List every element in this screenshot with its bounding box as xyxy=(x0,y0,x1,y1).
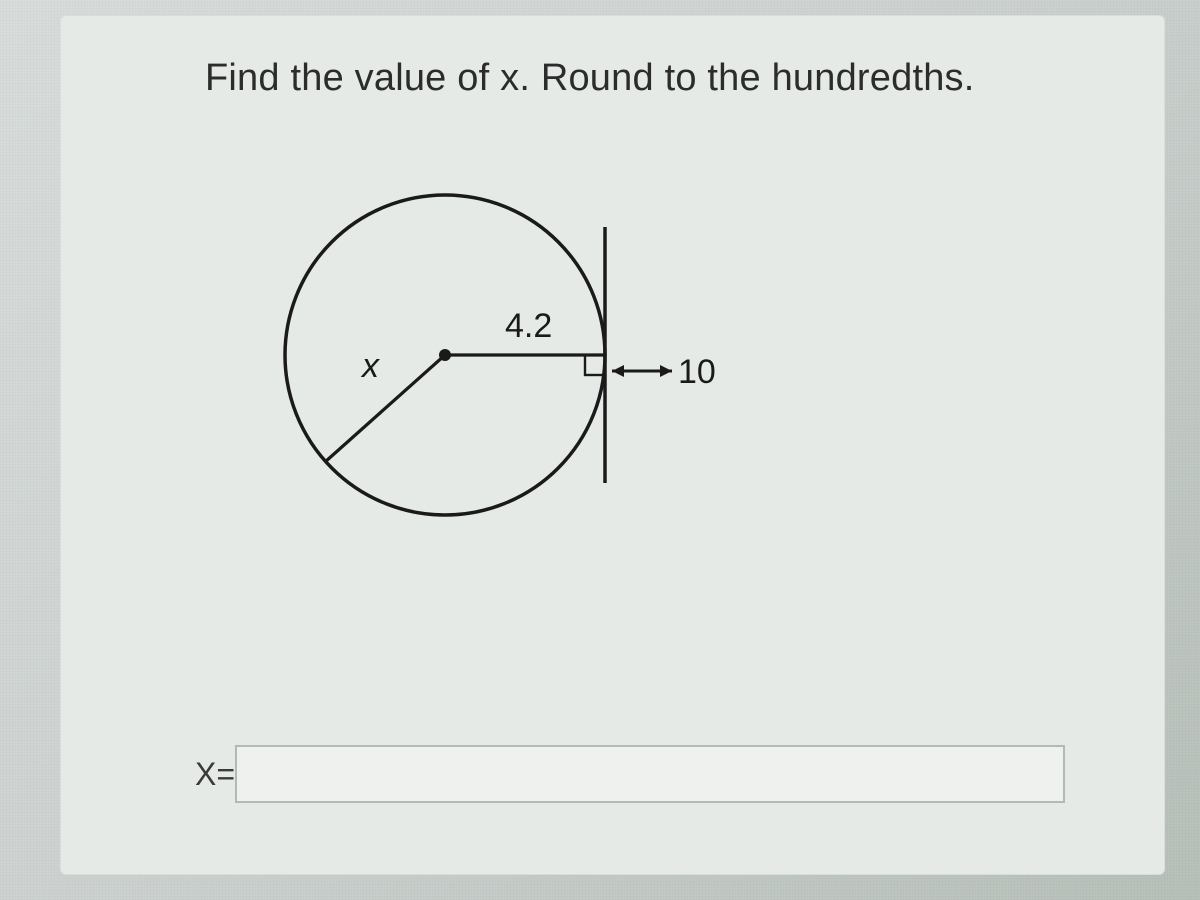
radius-label: 4.2 xyxy=(505,307,552,345)
tangent-length-label: 10 xyxy=(678,353,716,391)
answer-row: X= xyxy=(195,745,1065,803)
answer-input[interactable] xyxy=(235,745,1065,803)
center-dot xyxy=(439,349,451,361)
geometry-diagram: 4.2 x 10 xyxy=(240,165,800,585)
answer-label: X= xyxy=(195,756,235,793)
x-label: x xyxy=(360,347,380,385)
arrow-right-icon xyxy=(660,365,672,377)
arrow-left-icon xyxy=(612,365,624,377)
question-panel: Find the value of x. Round to the hundre… xyxy=(60,15,1165,875)
question-text: Find the value of x. Round to the hundre… xyxy=(205,57,975,100)
x-segment xyxy=(325,355,445,462)
right-angle-marker xyxy=(585,355,605,375)
